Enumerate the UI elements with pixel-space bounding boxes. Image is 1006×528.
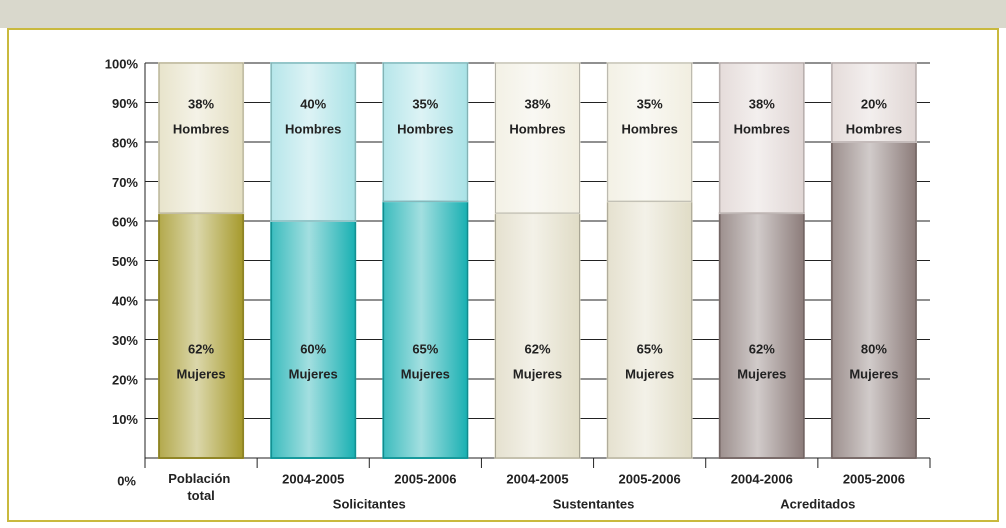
group-label: Sustentantes xyxy=(553,496,635,511)
value-label: 80% xyxy=(861,341,887,356)
bar-segment xyxy=(270,220,357,459)
bar-segment xyxy=(830,62,917,143)
bar-segment xyxy=(830,141,917,459)
series-label: Hombres xyxy=(285,121,341,136)
bar-outline xyxy=(270,62,356,222)
value-label: 35% xyxy=(637,96,663,111)
header-band xyxy=(0,0,1006,28)
y-tick-label: 0% xyxy=(117,473,136,488)
x-tick-label: 2005-2006 xyxy=(394,471,456,486)
bar-outline xyxy=(382,62,468,202)
y-tick-label: 70% xyxy=(112,175,138,190)
series-label: Mujeres xyxy=(625,366,674,381)
value-label: 60% xyxy=(300,341,326,356)
value-label: 62% xyxy=(524,341,550,356)
y-tick-label: 90% xyxy=(112,96,138,111)
value-label: 38% xyxy=(524,96,550,111)
value-label: 38% xyxy=(188,96,214,111)
bar-segment xyxy=(382,200,469,459)
value-label: 65% xyxy=(412,341,438,356)
y-tick-label: 60% xyxy=(112,214,138,229)
series-label: Hombres xyxy=(846,121,902,136)
y-tick-label: 20% xyxy=(112,372,138,387)
y-tick-label: 40% xyxy=(112,293,138,308)
y-tick-label: 10% xyxy=(112,412,138,427)
bar-segment xyxy=(606,62,693,203)
series-label: Hombres xyxy=(397,121,453,136)
series-label: Mujeres xyxy=(401,366,450,381)
y-tick-label: 100% xyxy=(105,56,139,71)
series-label: Hombres xyxy=(173,121,229,136)
series-label: Hombres xyxy=(621,121,677,136)
bar-segment xyxy=(158,62,245,215)
bar-outline xyxy=(831,62,917,143)
series-label: Mujeres xyxy=(289,366,338,381)
x-tick-label: Población total xyxy=(168,471,234,503)
series-label: Mujeres xyxy=(513,366,562,381)
bar-segment xyxy=(718,62,805,215)
value-label: 40% xyxy=(300,96,326,111)
bar-segment xyxy=(494,62,581,215)
bar-segment xyxy=(606,200,693,459)
x-tick-label: 2004-2005 xyxy=(282,471,344,486)
x-tick-label: 2005-2006 xyxy=(619,471,681,486)
group-label: Acreditados xyxy=(780,496,855,511)
bar-outline xyxy=(158,62,244,214)
y-tick-label: 30% xyxy=(112,333,138,348)
bar-outline xyxy=(495,62,580,214)
x-tick-label: 2005-2006 xyxy=(843,471,905,486)
series-label: Mujeres xyxy=(849,366,898,381)
y-tick-label: 50% xyxy=(112,254,138,269)
bar-outline xyxy=(607,62,693,202)
x-tick-label: 2004-2006 xyxy=(731,471,793,486)
value-label: 35% xyxy=(412,96,438,111)
group-label: Solicitantes xyxy=(333,496,406,511)
series-label: Mujeres xyxy=(737,366,786,381)
value-label: 62% xyxy=(749,341,775,356)
value-label: 62% xyxy=(188,341,214,356)
series-label: Hombres xyxy=(734,121,790,136)
bar-segment xyxy=(158,212,245,459)
series-label: Hombres xyxy=(509,121,565,136)
bar-segment xyxy=(270,62,357,222)
bar-segment xyxy=(382,62,469,203)
bar-segment xyxy=(494,212,581,459)
value-label: 65% xyxy=(637,341,663,356)
x-tick-label: 2004-2005 xyxy=(506,471,568,486)
bar-outline xyxy=(719,62,805,214)
series-label: Mujeres xyxy=(177,366,226,381)
value-label: 38% xyxy=(749,96,775,111)
y-tick-label: 80% xyxy=(112,135,138,150)
value-label: 20% xyxy=(861,96,887,111)
bar-segment xyxy=(718,212,805,459)
